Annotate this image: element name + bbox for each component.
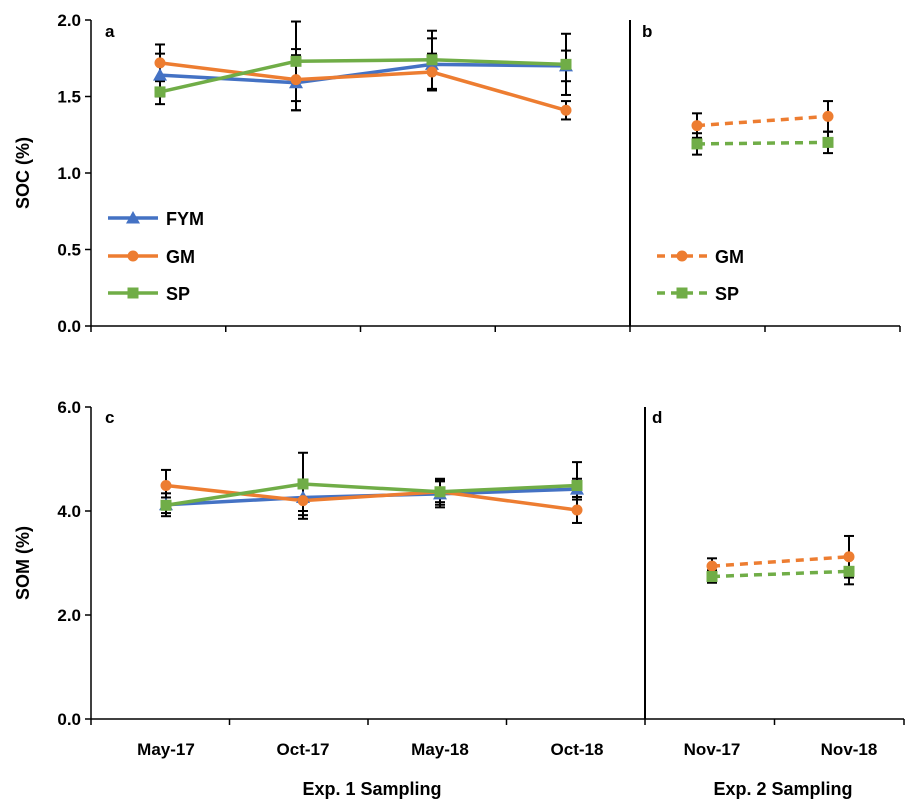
panel-letter-a: a	[105, 22, 115, 41]
series-line-sp-d	[711, 569, 850, 579]
y-tick-label: 4.0	[57, 502, 81, 521]
y-tick-label: 2.0	[57, 606, 81, 625]
y-tick-label: 0.0	[57, 317, 81, 336]
x-tick-label: Oct-17	[277, 740, 330, 759]
panel-letter-d: d	[652, 408, 662, 427]
data-point-gm	[297, 495, 309, 507]
legend-fym-marker	[126, 211, 140, 224]
legend-sp-marker	[127, 287, 139, 299]
legend-gm-exp2-marker	[676, 250, 688, 262]
y-axis-title-soc: SOC (%)	[13, 137, 33, 209]
legend-gm-marker	[127, 250, 139, 262]
series-line-sp-c	[165, 482, 578, 508]
data-point-gm	[691, 120, 703, 132]
data-point-gm	[290, 74, 302, 86]
panel-letter-b: b	[642, 22, 652, 41]
legend-fym-label: FYM	[166, 209, 204, 229]
y-tick-label: 6.0	[57, 398, 81, 417]
data-point-gm	[426, 66, 438, 78]
y-tick-label: 0.0	[57, 710, 81, 729]
legend-sp-exp2-label: SP	[715, 284, 739, 304]
legend-gm-exp2-label: GM	[715, 247, 744, 267]
data-point-sp	[297, 478, 309, 490]
x-tick-label: Nov-18	[821, 740, 878, 759]
data-point-fym	[153, 68, 167, 81]
x-tick-label: May-17	[137, 740, 195, 759]
panel-letter-c: c	[105, 408, 114, 427]
legend-gm-label: GM	[166, 247, 195, 267]
y-tick-label: 2.0	[57, 11, 81, 30]
y-tick-label: 0.5	[57, 241, 81, 260]
y-axis-title-som: SOM (%)	[13, 526, 33, 600]
data-point-gm	[706, 560, 718, 572]
x-tick-label: May-18	[411, 740, 469, 759]
data-point-gm	[160, 480, 172, 492]
marks-layer	[108, 20, 855, 586]
data-point-gm	[822, 110, 834, 122]
y-tick-label: 1.5	[57, 88, 81, 107]
data-point-sp	[822, 136, 834, 148]
x-tick-label: Nov-17	[684, 740, 741, 759]
data-point-sp	[434, 486, 446, 498]
series-line-fym-a	[159, 62, 567, 85]
series-line-gm-b	[696, 114, 829, 128]
data-point-gm	[843, 551, 855, 563]
data-point-sp	[154, 86, 166, 98]
data-point-sp	[571, 480, 583, 492]
x-tick-label: Oct-18	[551, 740, 604, 759]
data-point-gm	[154, 57, 166, 69]
legend-sp-label: SP	[166, 284, 190, 304]
series-line-gm-d	[711, 555, 850, 568]
data-point-sp	[160, 499, 172, 511]
data-point-gm	[571, 504, 583, 516]
text-layer: 0.0 0.5 1.0 1.5 2.0 SOC (%) a b FYM GM SP GM SP 0.0 2.…	[13, 11, 877, 799]
legend-sp-exp2-marker	[676, 287, 688, 299]
data-point-gm	[560, 104, 572, 116]
series-line-sp-b	[696, 140, 829, 146]
series-line-gm-a	[159, 61, 567, 112]
axes-layer	[85, 19, 905, 725]
series-line-sp-a	[159, 58, 567, 94]
data-point-sp	[290, 55, 302, 67]
exp2-sampling-label: Exp. 2 Sampling	[713, 779, 852, 799]
data-point-sp	[560, 58, 572, 70]
exp1-sampling-label: Exp. 1 Sampling	[302, 779, 441, 799]
data-point-sp	[706, 571, 718, 583]
data-point-sp	[843, 565, 855, 577]
y-tick-label: 1.0	[57, 164, 81, 183]
data-point-sp	[691, 138, 703, 150]
data-point-sp	[426, 54, 438, 66]
